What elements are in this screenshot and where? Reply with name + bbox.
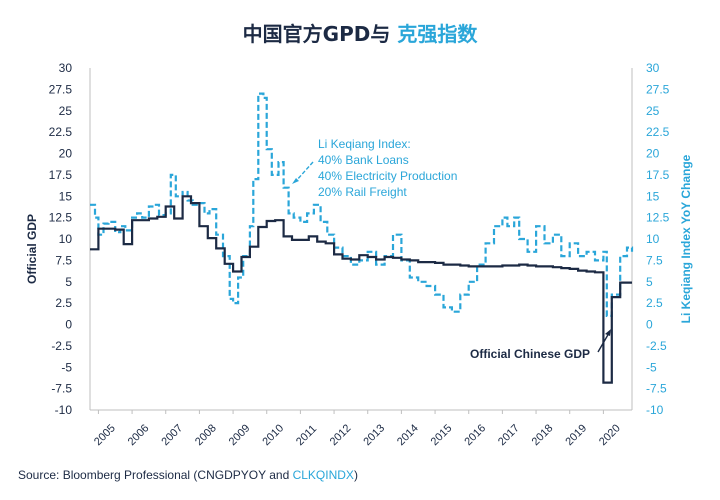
x-tick-label: 2007 xyxy=(159,422,185,448)
y-tick-label: 30 xyxy=(59,61,73,75)
li-keqiang-index-line xyxy=(90,92,634,317)
y2-tick-label: 25 xyxy=(646,104,660,118)
y2-tick-label: 17.5 xyxy=(646,168,670,182)
x-tick-label: 2017 xyxy=(496,422,522,448)
x-tick-label: 2010 xyxy=(260,422,286,448)
source-note: Source: Bloomberg Professional (CNGDPYOY… xyxy=(18,468,358,482)
x-tick-label: 2014 xyxy=(395,422,421,448)
y2-tick-label: 0 xyxy=(646,318,653,332)
gdp-annotation-label: Official Chinese GDP xyxy=(470,347,590,361)
y-tick-label: -2.5 xyxy=(51,339,72,353)
x-tick-label: 2009 xyxy=(227,422,253,448)
source-suffix: ) xyxy=(353,468,358,482)
li-annotation-pointer xyxy=(295,161,314,182)
x-tick-label: 2019 xyxy=(563,422,589,448)
y2-tick-label: 7.5 xyxy=(646,253,663,267)
x-tick-label: 2015 xyxy=(429,422,455,448)
x-tick-label: 2008 xyxy=(193,422,219,448)
y-tick-label: 5 xyxy=(65,275,72,289)
x-tick-label: 2016 xyxy=(462,422,488,448)
y2-tick-label: 5 xyxy=(646,275,653,289)
gdp-annotation-pointer xyxy=(597,332,610,353)
x-tick-label: 2018 xyxy=(530,422,556,448)
y2-tick-label: -7.5 xyxy=(646,382,667,396)
y-tick-label: 25 xyxy=(59,104,73,118)
y-tick-label: 12.5 xyxy=(49,211,73,225)
y-tick-label: 22.5 xyxy=(49,125,73,139)
li-annotation-arrowhead xyxy=(292,178,299,184)
y2-tick-label: 22.5 xyxy=(646,125,670,139)
title-main: 中国官方GPD与 xyxy=(242,22,391,46)
y-tick-label: 7.5 xyxy=(55,253,72,267)
y-tick-label: -10 xyxy=(55,403,73,417)
official-gdp-line xyxy=(90,195,632,384)
li-annotation-line: 20% Rail Freight xyxy=(318,185,407,199)
x-tick-label: 2013 xyxy=(361,422,387,448)
y2-tick-label: 2.5 xyxy=(646,296,663,310)
li-annotation-line: 40% Bank Loans xyxy=(318,153,409,167)
y-tick-label: 20 xyxy=(59,147,73,161)
y2-tick-label: 27.5 xyxy=(646,82,670,96)
x-tick-label: 2006 xyxy=(126,422,152,448)
x-tick-label: 2011 xyxy=(294,423,319,448)
x-tick-label: 2012 xyxy=(328,422,354,448)
y2-tick-label: 20 xyxy=(646,147,660,161)
chart-title: 中国官方GPD与 克强指数 xyxy=(0,18,720,47)
y2-tick-label: -5 xyxy=(646,360,657,374)
source-prefix: Source: Bloomberg Professional (CNGDPYOY… xyxy=(18,468,293,482)
y-tick-label: 15 xyxy=(59,189,73,203)
y2-tick-label: -2.5 xyxy=(646,339,667,353)
y-tick-label: 17.5 xyxy=(49,168,73,182)
gdp-annotation-arrowhead xyxy=(605,329,611,336)
y2-axis-title: Li Keqiang Index YoY Change xyxy=(679,154,693,323)
y2-tick-label: 15 xyxy=(646,189,660,203)
y2-tick-label: 10 xyxy=(646,232,660,246)
y-tick-label: 10 xyxy=(59,232,73,246)
y-tick-label: 2.5 xyxy=(55,296,72,310)
y-tick-label: -7.5 xyxy=(51,382,72,396)
y-tick-label: 0 xyxy=(65,318,72,332)
y2-tick-label: 12.5 xyxy=(646,211,670,225)
y-axis-title: Official GDP xyxy=(25,214,39,284)
y-tick-label: -5 xyxy=(61,360,72,374)
title-highlight: 克强指数 xyxy=(397,22,478,46)
y2-tick-label: -10 xyxy=(646,403,664,417)
source-highlight: CLKQINDX xyxy=(292,468,354,482)
li-annotation-line: Li Keqiang Index: xyxy=(318,137,411,151)
x-tick-label: 2005 xyxy=(92,422,118,448)
li-annotation-line: 40% Electricity Production xyxy=(318,169,457,183)
x-tick-label: 2020 xyxy=(597,422,623,448)
y-tick-label: 27.5 xyxy=(49,82,73,96)
y2-tick-label: 30 xyxy=(646,61,660,75)
